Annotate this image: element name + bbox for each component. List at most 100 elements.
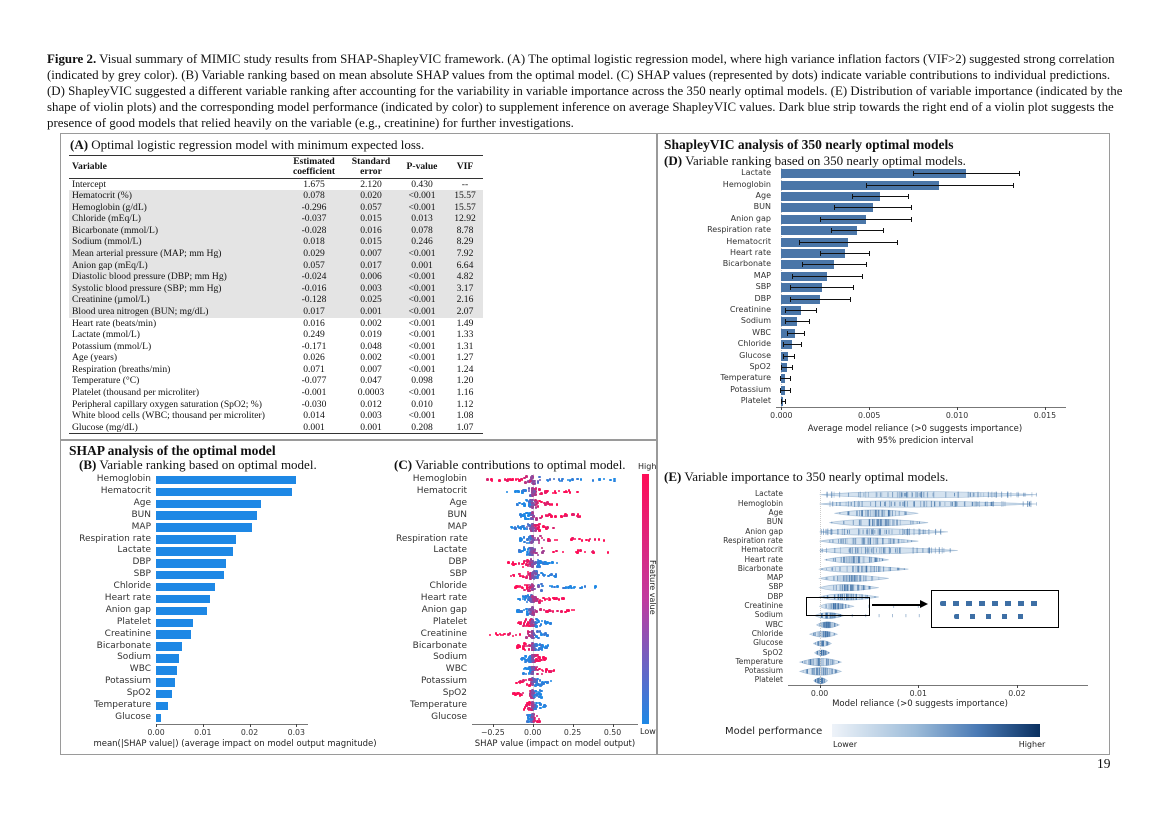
cell-vif: 1.16 (456, 387, 474, 399)
cell-variable: Sodium (mmol/L) (72, 236, 142, 248)
shap-dot (524, 672, 528, 676)
shap-dot (573, 537, 577, 541)
category-label: WBC (445, 664, 467, 675)
shap-dot (549, 670, 552, 673)
shap-dot (531, 653, 534, 657)
error-bar-cap (783, 353, 784, 359)
shap-dot (528, 553, 531, 557)
shap-dot (532, 584, 536, 588)
category-label: Bicarbonate (412, 640, 467, 651)
bar (156, 618, 194, 627)
shap-dot (528, 564, 532, 568)
shap-dot (537, 585, 540, 588)
shap-dot (528, 670, 532, 673)
shap-dot (554, 574, 558, 578)
shap-dot (526, 552, 530, 556)
shap-dot (537, 573, 540, 577)
shap-dot (527, 717, 530, 721)
shap-dot (553, 538, 557, 542)
panel-a-box: (A) Optimal logistic regression model wi… (60, 133, 657, 440)
bar (156, 642, 182, 651)
error-bar-cap (791, 365, 793, 370)
shap-dot (524, 655, 528, 658)
shap-dot (523, 502, 527, 506)
shap-dot (542, 538, 546, 542)
shap-dot (533, 598, 536, 601)
shap-dot (514, 490, 517, 493)
cell-stderr: 2.120 (360, 178, 382, 190)
shap-dot (579, 549, 582, 552)
shap-dot (583, 585, 587, 588)
shap-dot (533, 608, 537, 612)
shap-dot (526, 716, 530, 719)
panel-a-title-text: Optimal logistic regression model with m… (91, 137, 425, 152)
table-row: Sodium (mmol/L) 0.018 0.015 0.246 8.29 (69, 236, 483, 249)
cell-coefficient: 0.078 (303, 189, 325, 201)
cell-stderr: 0.012 (360, 398, 382, 410)
cell-coefficient: -0.128 (301, 294, 327, 306)
shap-dot (563, 490, 566, 494)
shap-dot (536, 597, 539, 601)
cell-pvalue: <0.001 (408, 247, 436, 259)
shap-dot (521, 562, 524, 566)
shap-dot (548, 539, 552, 542)
cell-pvalue: <0.001 (408, 340, 436, 352)
shap-dot (538, 529, 541, 532)
shap-dot (521, 691, 525, 695)
shap-dot (557, 478, 561, 481)
axis-tick (781, 407, 783, 411)
error-bar-cap (834, 205, 835, 211)
shap-dot (540, 546, 544, 550)
zoom-inset-box (931, 590, 1059, 628)
shap-dot (539, 516, 542, 520)
shap-dot (523, 644, 526, 648)
shap-dot (530, 546, 533, 550)
shap-dot (498, 479, 501, 482)
shap-dot (537, 648, 540, 652)
cell-pvalue: <0.001 (408, 352, 436, 364)
x-axis-line (472, 723, 638, 725)
shap-dot (514, 527, 517, 530)
category-label: Hematocrit (726, 236, 771, 246)
shap-dot (546, 562, 549, 566)
cell-variable: Mean arterial pressure (MAP; mm Hg) (72, 247, 222, 259)
category-label: MAP (753, 270, 771, 280)
shap-dot (541, 644, 545, 648)
shap-dot (538, 475, 541, 479)
cell-pvalue: <0.001 (408, 329, 436, 341)
shap-dot (609, 478, 612, 482)
shap-dot (531, 565, 534, 568)
shap-dot (522, 623, 526, 627)
error-bar-cap (779, 387, 781, 393)
shap-dot (516, 525, 520, 528)
error-bar (819, 218, 912, 220)
shap-dot (542, 525, 545, 528)
axis-tick-label: 0.50 (603, 727, 622, 737)
shap-dot (539, 693, 543, 696)
shap-dot (538, 522, 542, 526)
shap-dot (521, 525, 524, 528)
cell-coefficient: 0.001 (283, 422, 345, 435)
shap-dot (514, 562, 517, 566)
category-label: Heart rate (420, 593, 467, 603)
shap-dot (540, 571, 543, 575)
axis-tick-label: 0.01 (194, 727, 212, 737)
shap-dot (499, 633, 503, 637)
shap-dot (534, 572, 537, 575)
shap-dot (538, 659, 542, 663)
panel-e-title-text: Variable importance to 350 nearly optima… (684, 469, 949, 484)
shap-dot (533, 665, 536, 669)
shap-dot (544, 645, 548, 648)
cell-coefficient: -0.030 (301, 398, 327, 410)
axis-tick-label: 0.00 (810, 689, 829, 699)
x-axis-line (156, 723, 308, 725)
annotation-arrow-line (872, 604, 922, 606)
axis-tick-label: 0.02 (1008, 689, 1026, 699)
category-label: Potassium (730, 384, 771, 394)
shap-dot (524, 517, 527, 520)
bar (156, 582, 215, 592)
cell-coefficient: -0.037 (301, 213, 327, 225)
shap-dot (540, 689, 543, 693)
shap-dot (518, 598, 522, 601)
shap-dot (529, 577, 532, 580)
